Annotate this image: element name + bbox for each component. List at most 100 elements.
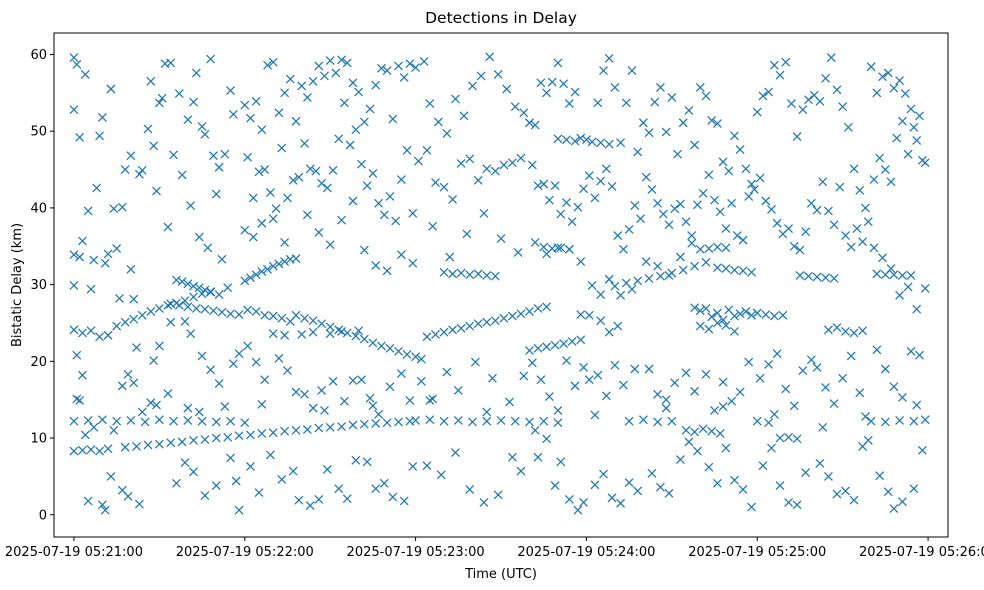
detection-point	[516, 466, 526, 476]
detection-point	[741, 307, 751, 316]
detection-point	[388, 114, 398, 124]
detection-point	[291, 310, 301, 320]
x-axis-label: Time (UTC)	[464, 567, 537, 582]
detection-point	[140, 417, 150, 427]
detection-point	[869, 175, 879, 184]
detection-point	[536, 78, 546, 88]
detection-point	[821, 382, 831, 392]
detection-point	[257, 399, 267, 409]
x-tick-label: 2025-07-19 05:25:00	[688, 545, 826, 560]
detection-point	[636, 214, 645, 224]
detection-point	[681, 217, 691, 227]
detection-point	[154, 98, 164, 108]
detection-point	[291, 425, 301, 435]
y-tick-label: 50	[30, 125, 47, 140]
detection-point	[667, 92, 677, 102]
detection-point	[490, 166, 500, 176]
detection-point	[829, 274, 839, 283]
detection-point	[200, 491, 210, 501]
detection-point	[200, 435, 210, 445]
detection-point	[123, 491, 133, 501]
detection-point	[721, 264, 731, 273]
detection-point	[550, 181, 560, 191]
detection-point	[752, 308, 762, 318]
detection-point	[792, 500, 802, 510]
detection-point	[550, 481, 560, 491]
detection-point	[880, 417, 890, 427]
detection-point	[208, 151, 218, 161]
detection-point	[163, 389, 173, 398]
detection-point	[422, 145, 432, 155]
detection-point	[416, 376, 426, 386]
detection-point	[465, 154, 475, 164]
detection-point	[604, 139, 614, 149]
detection-point	[342, 494, 352, 504]
detection-point	[499, 313, 509, 323]
detection-point	[675, 252, 685, 262]
detection-point	[525, 346, 534, 356]
detection-point	[385, 191, 395, 201]
detection-point	[738, 235, 748, 245]
detection-point	[730, 131, 739, 141]
detection-point	[137, 407, 147, 417]
detection-point	[337, 215, 347, 225]
detection-point	[562, 135, 571, 145]
detection-point	[784, 432, 794, 442]
detection-point	[587, 137, 597, 147]
detection-point	[75, 396, 85, 405]
detection-point	[425, 415, 435, 425]
detection-point	[789, 401, 799, 411]
detection-point	[860, 203, 870, 213]
detection-point	[285, 74, 295, 84]
detection-point	[69, 105, 79, 115]
detection-point	[206, 365, 216, 375]
detection-point	[305, 164, 315, 174]
detection-point	[775, 70, 785, 80]
detection-point	[191, 303, 201, 313]
detection-point	[744, 191, 754, 201]
y-tick-label: 30	[30, 278, 47, 293]
detection-point	[422, 461, 432, 471]
detection-point	[584, 171, 594, 181]
detection-point	[288, 175, 298, 185]
detection-point	[530, 120, 540, 130]
detection-point	[661, 127, 671, 137]
detection-point	[690, 386, 700, 396]
detection-point	[473, 269, 483, 279]
detection-point	[337, 55, 347, 65]
detection-point	[411, 415, 421, 425]
detection-point	[325, 56, 335, 66]
detection-point	[334, 325, 344, 335]
detection-point	[576, 310, 586, 319]
detection-point	[761, 310, 771, 319]
detection-point	[693, 446, 702, 456]
detection-point	[80, 69, 90, 79]
detection-point	[917, 445, 927, 455]
detection-point	[274, 353, 284, 363]
detection-point	[100, 505, 110, 515]
detection-point	[468, 81, 477, 91]
detection-point	[223, 283, 233, 293]
detection-point	[445, 252, 455, 262]
detection-point	[764, 359, 774, 369]
detection-point	[567, 336, 577, 346]
detection-point	[655, 83, 665, 92]
detection-point	[479, 498, 489, 507]
detection-point	[433, 117, 443, 127]
detection-point	[240, 100, 250, 110]
detection-point	[818, 422, 828, 432]
detection-point	[320, 405, 329, 415]
detection-point	[385, 343, 395, 353]
detection-point	[408, 208, 418, 218]
detection-point	[183, 115, 193, 125]
detection-point	[846, 242, 856, 252]
detection-point	[260, 165, 270, 174]
detection-point	[906, 270, 916, 280]
detection-point	[177, 170, 187, 180]
detection-point	[695, 83, 705, 92]
detection-point	[154, 303, 164, 313]
detection-point	[103, 249, 113, 259]
detection-point	[200, 304, 210, 314]
detection-point	[280, 257, 290, 267]
